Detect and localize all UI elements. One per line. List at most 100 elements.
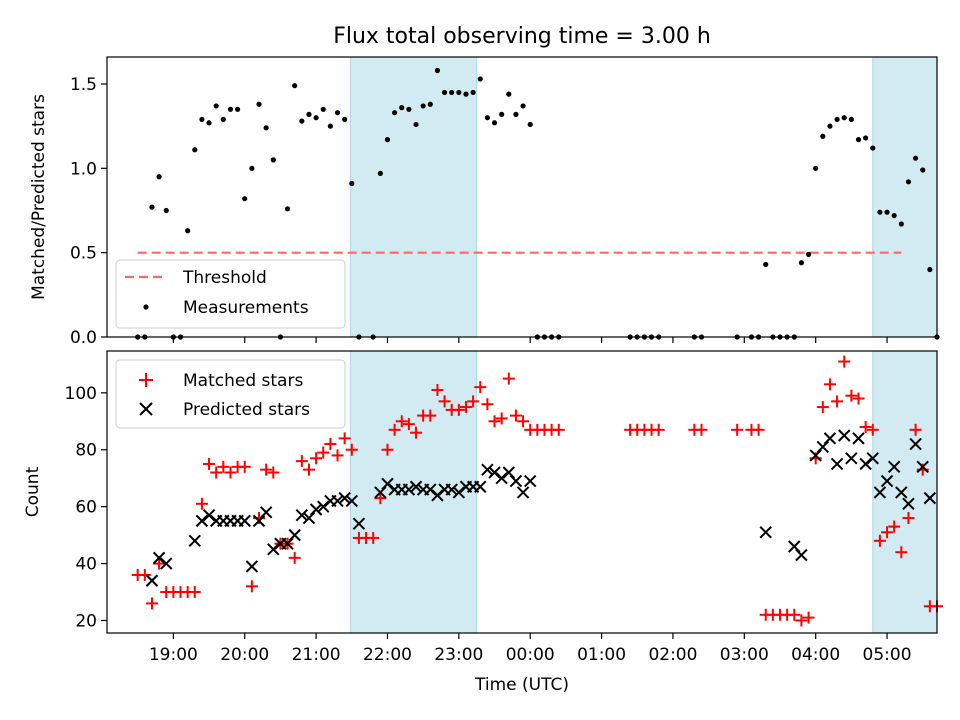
matched-stars-point xyxy=(374,492,387,505)
matched-stars-point xyxy=(845,389,858,402)
top-panel: 0.0 0.5 1.0 1.5 Matched/Predicted stars Thr… xyxy=(29,56,940,348)
y-tick-label: 40 xyxy=(75,555,97,575)
measurement-point xyxy=(156,174,162,180)
matched-stars-point xyxy=(295,455,308,468)
measurement-point xyxy=(185,228,191,234)
x-tick-label: 01:00 xyxy=(577,645,626,665)
measurement-point xyxy=(449,89,455,96)
legend-matched-swatch xyxy=(139,373,153,387)
predicted-stars-point xyxy=(524,474,537,488)
predicted-stars-point xyxy=(381,477,394,491)
top-panel-frame xyxy=(106,56,938,338)
measurement-point xyxy=(763,261,769,268)
measurement-point xyxy=(263,125,269,131)
predicted-stars-point xyxy=(830,457,844,471)
predicted-stars-points xyxy=(145,429,937,587)
top-panel-legend-box xyxy=(115,259,346,329)
predicted-stars-point xyxy=(452,486,466,499)
matched-stars-point xyxy=(203,457,216,470)
matched-stars-point xyxy=(224,466,237,479)
x-tick-label: 22:00 xyxy=(363,645,412,665)
matched-stars-point xyxy=(873,534,886,547)
matched-stars-point xyxy=(695,423,708,436)
predicted-stars-point xyxy=(145,574,159,587)
measurement-point xyxy=(513,111,519,117)
predicted-stars-point xyxy=(909,437,922,451)
predicted-stars-point xyxy=(866,452,879,465)
predicted-stars-point xyxy=(331,494,344,508)
shaded-interval-1 xyxy=(349,350,478,634)
matched-stars-point xyxy=(481,398,494,411)
predicted-stars-point xyxy=(795,548,808,562)
measurement-point xyxy=(905,179,912,185)
predicted-stars-point xyxy=(516,486,530,499)
predicted-stars-point xyxy=(402,483,416,496)
matched-stars-point xyxy=(652,423,665,436)
predicted-stars-point xyxy=(873,486,887,499)
measurement-point xyxy=(199,116,205,123)
measurement-point xyxy=(342,116,348,123)
matched-stars-point xyxy=(795,614,808,627)
matched-stars-point xyxy=(153,557,166,570)
predicted-stars-point xyxy=(902,497,915,511)
measurement-point xyxy=(527,121,533,128)
predicted-stars-point xyxy=(202,508,216,522)
measurement-point xyxy=(463,91,469,97)
bottom-panel-frame xyxy=(106,350,938,634)
matched-stars-point xyxy=(424,409,437,422)
measurement-point xyxy=(227,106,234,112)
measurement-point xyxy=(334,110,341,116)
x-tick-label: 23:00 xyxy=(434,645,483,665)
bottom-panel-legend: Matched stars Predicted stars xyxy=(115,359,346,429)
matched-stars-points xyxy=(131,355,943,627)
measurement-point xyxy=(220,116,226,123)
matched-stars-point xyxy=(838,355,851,368)
measurement-point xyxy=(848,116,854,123)
measurement-point xyxy=(149,204,155,210)
matched-stars-point xyxy=(302,463,315,476)
predicted-stars-point xyxy=(288,528,301,542)
predicted-stars-point xyxy=(887,460,901,474)
y-tick-label: 1.0 xyxy=(70,159,97,179)
bottom-panel-y-axis-label: Count xyxy=(23,466,43,517)
measurement-point xyxy=(249,165,255,171)
y-tick-label: 60 xyxy=(75,498,97,518)
matched-stars-point xyxy=(310,452,323,465)
measurement-point xyxy=(399,105,405,111)
measurement-point xyxy=(884,209,890,215)
bottom-panel-x-ticks: 19:00 20:00 21:00 22:00 23:00 00:00 01:00 02:00… xyxy=(149,633,912,665)
matched-stars-point xyxy=(517,415,530,428)
measurement-point xyxy=(877,209,883,215)
predicted-stars-point xyxy=(152,551,166,565)
measurement-point xyxy=(349,180,355,187)
predicted-stars-point xyxy=(245,560,259,573)
matched-stars-point xyxy=(509,409,522,422)
matched-stars-point xyxy=(338,432,351,445)
predicted-stars-point xyxy=(880,474,894,488)
shaded-interval-2 xyxy=(872,350,938,634)
predicted-stars-point xyxy=(474,480,487,493)
matched-stars-point xyxy=(267,466,280,479)
matched-stars-point xyxy=(467,395,480,408)
matched-stars-point xyxy=(788,608,801,621)
top-panel-y-ticks: 0.0 0.5 1.0 1.5 xyxy=(70,75,107,348)
measurement-point xyxy=(256,101,262,107)
x-tick-label: 19:00 xyxy=(149,645,198,665)
matched-stars-point xyxy=(488,415,501,428)
measurement-point xyxy=(163,207,169,214)
matched-stars-point xyxy=(288,551,301,564)
measurement-point xyxy=(477,76,483,82)
measurement-point xyxy=(327,123,333,129)
matched-stars-point xyxy=(902,512,915,525)
measurement-point xyxy=(292,83,298,89)
matched-stars-point xyxy=(381,443,394,456)
matched-stars-point xyxy=(260,463,273,476)
predicted-stars-point xyxy=(352,517,366,530)
matched-stars-point xyxy=(502,372,515,385)
matched-stars-point xyxy=(345,443,358,456)
matched-stars-point xyxy=(195,497,208,510)
matched-stars-point xyxy=(831,395,844,408)
predicted-stars-point xyxy=(923,491,937,505)
measurement-point xyxy=(235,106,241,112)
matched-stars-point xyxy=(909,423,922,436)
